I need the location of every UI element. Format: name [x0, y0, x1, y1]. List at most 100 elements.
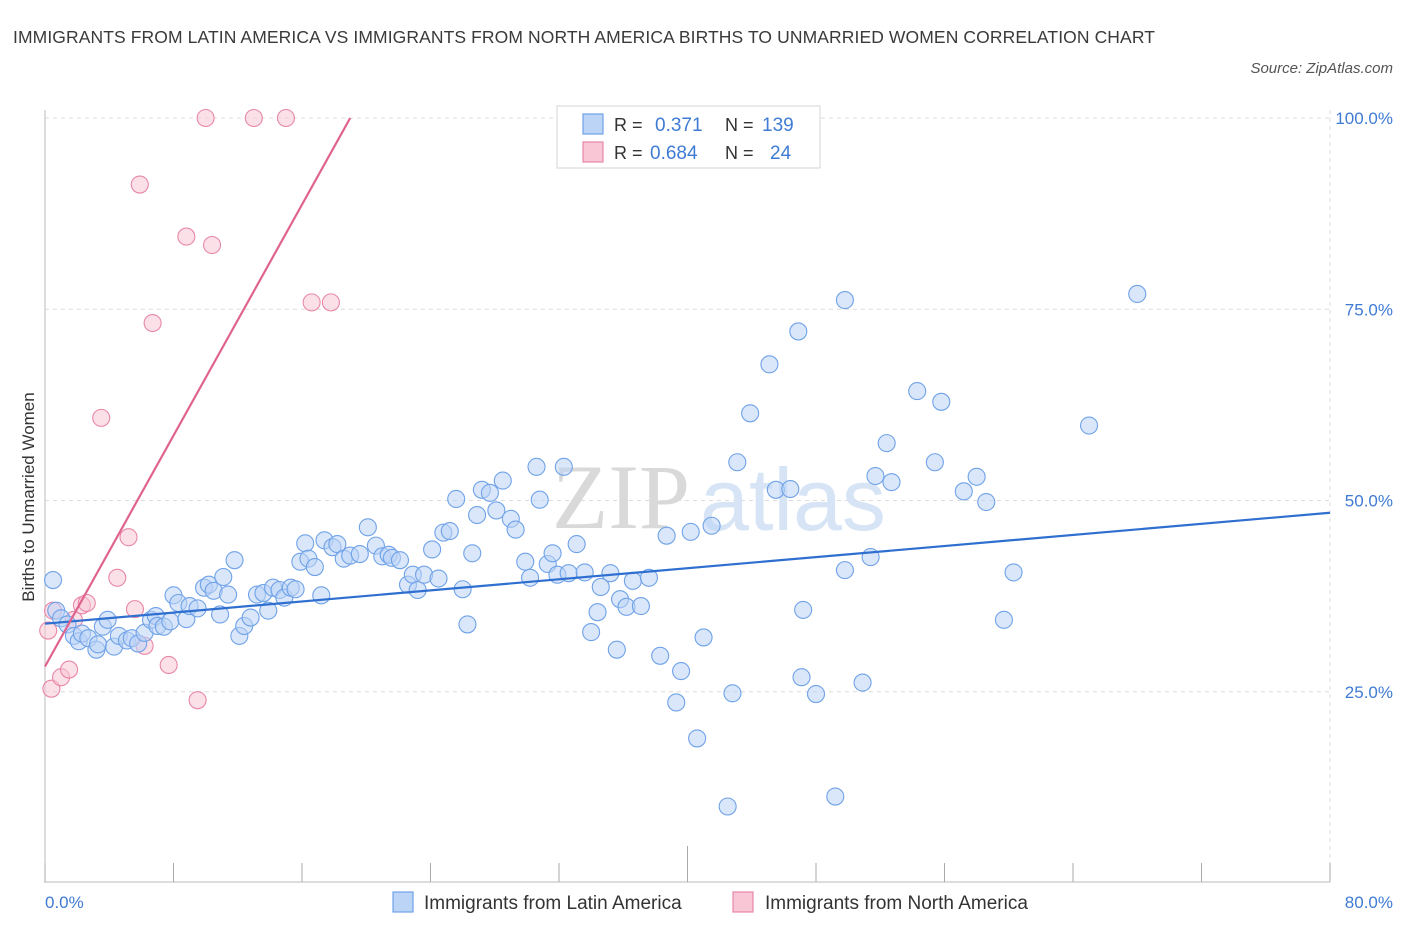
data-point	[161, 612, 180, 631]
series-latin-america-points	[43, 284, 1147, 816]
data-point	[760, 355, 779, 374]
legend-swatch-north	[582, 141, 604, 163]
data-point	[429, 569, 448, 588]
legend-r-label-latin: R =	[614, 115, 643, 135]
data-point	[567, 535, 586, 554]
data-point	[882, 473, 901, 492]
watermark: ZIP atlas	[552, 446, 886, 549]
bottom-legend-swatch-north	[732, 891, 754, 913]
data-point	[672, 662, 691, 681]
data-point	[866, 466, 885, 486]
y-tick-label: 25.0%	[1345, 683, 1393, 702]
bottom-legend-label-north: Immigrants from North America	[765, 893, 1028, 914]
data-point	[723, 684, 742, 703]
data-point	[244, 108, 263, 128]
data-point	[196, 108, 215, 128]
data-point	[781, 479, 800, 499]
legend-r-value-latin: 0.371	[655, 115, 703, 136]
data-point	[789, 322, 808, 341]
data-point	[493, 471, 512, 490]
source-label: Source: ZipAtlas.com	[1250, 60, 1393, 77]
watermark-atlas: atlas	[700, 450, 886, 549]
data-point	[203, 235, 222, 255]
data-point	[225, 551, 244, 570]
data-point	[177, 227, 196, 246]
data-point	[967, 467, 986, 486]
data-point	[487, 501, 506, 520]
correlation-legend: R = 0.371 N = 139 R = 0.684 N = 24	[556, 105, 821, 169]
data-point	[688, 729, 707, 748]
data-point	[390, 551, 410, 570]
legend-r-label-north: R =	[614, 143, 643, 163]
x-tick-min: 0.0%	[45, 893, 84, 912]
axes	[44, 110, 1331, 883]
data-point	[601, 564, 620, 583]
data-point	[925, 453, 944, 472]
data-point	[302, 293, 321, 312]
data-point	[130, 175, 149, 194]
data-point	[506, 520, 525, 539]
data-point	[516, 552, 535, 571]
data-point	[530, 490, 549, 509]
trend-line-north	[44, 117, 352, 668]
data-point	[159, 655, 178, 675]
data-point	[211, 605, 230, 624]
data-point	[480, 483, 499, 502]
x-tick-max: 80.0%	[1345, 893, 1393, 912]
data-point	[214, 567, 233, 587]
trend-line-latin	[44, 511, 1331, 625]
data-point	[219, 585, 238, 604]
series-legend: Immigrants from Latin America Immigrants…	[392, 891, 1028, 914]
legend-n-value-north: 24	[770, 143, 792, 164]
y-tick-labels: 25.0% 50.0% 75.0% 100.0%	[1335, 109, 1393, 702]
data-point	[607, 640, 626, 659]
data-point	[667, 693, 686, 712]
y-axis-label: Births to Unmarried Women	[19, 392, 38, 601]
data-point	[92, 408, 111, 427]
data-point	[718, 797, 737, 816]
bottom-legend-label-latin: Immigrants from Latin America	[424, 893, 682, 914]
data-point	[543, 544, 562, 563]
data-point	[694, 628, 713, 647]
data-point	[276, 108, 295, 128]
data-point	[623, 571, 642, 590]
data-point	[792, 668, 811, 687]
data-point	[305, 558, 324, 577]
data-point	[241, 608, 260, 627]
data-point	[806, 684, 826, 704]
data-point	[60, 660, 79, 679]
legend-n-label-north: N =	[725, 143, 754, 163]
data-point	[582, 623, 601, 642]
data-point	[1004, 563, 1023, 582]
data-point	[321, 293, 340, 312]
data-point	[188, 691, 207, 710]
data-point	[458, 615, 477, 634]
data-point	[932, 392, 951, 411]
data-point	[39, 621, 58, 640]
data-point	[143, 313, 162, 333]
data-point	[468, 505, 487, 525]
data-point	[977, 492, 996, 512]
chart-title: IMMIGRANTS FROM LATIN AMERICA VS IMMIGRA…	[13, 27, 1156, 47]
data-point	[639, 568, 659, 587]
data-point	[728, 453, 747, 472]
data-point	[651, 646, 670, 665]
data-point	[440, 522, 459, 541]
legend-swatch-latin	[582, 113, 604, 135]
data-point	[835, 561, 854, 580]
y-tick-label: 75.0%	[1345, 300, 1393, 319]
data-point	[125, 600, 144, 619]
legend-r-value-north: 0.684	[650, 143, 698, 164]
data-point	[1128, 284, 1147, 304]
data-point	[826, 787, 845, 806]
data-point	[350, 544, 369, 564]
data-point	[1080, 416, 1099, 435]
bottom-legend-swatch-latin	[392, 891, 414, 913]
data-point	[908, 382, 927, 401]
data-point	[853, 673, 872, 692]
data-point	[994, 610, 1013, 629]
data-point	[521, 568, 540, 587]
data-point	[954, 482, 973, 501]
y-tick-label: 100.0%	[1335, 109, 1393, 128]
data-point	[794, 600, 813, 619]
